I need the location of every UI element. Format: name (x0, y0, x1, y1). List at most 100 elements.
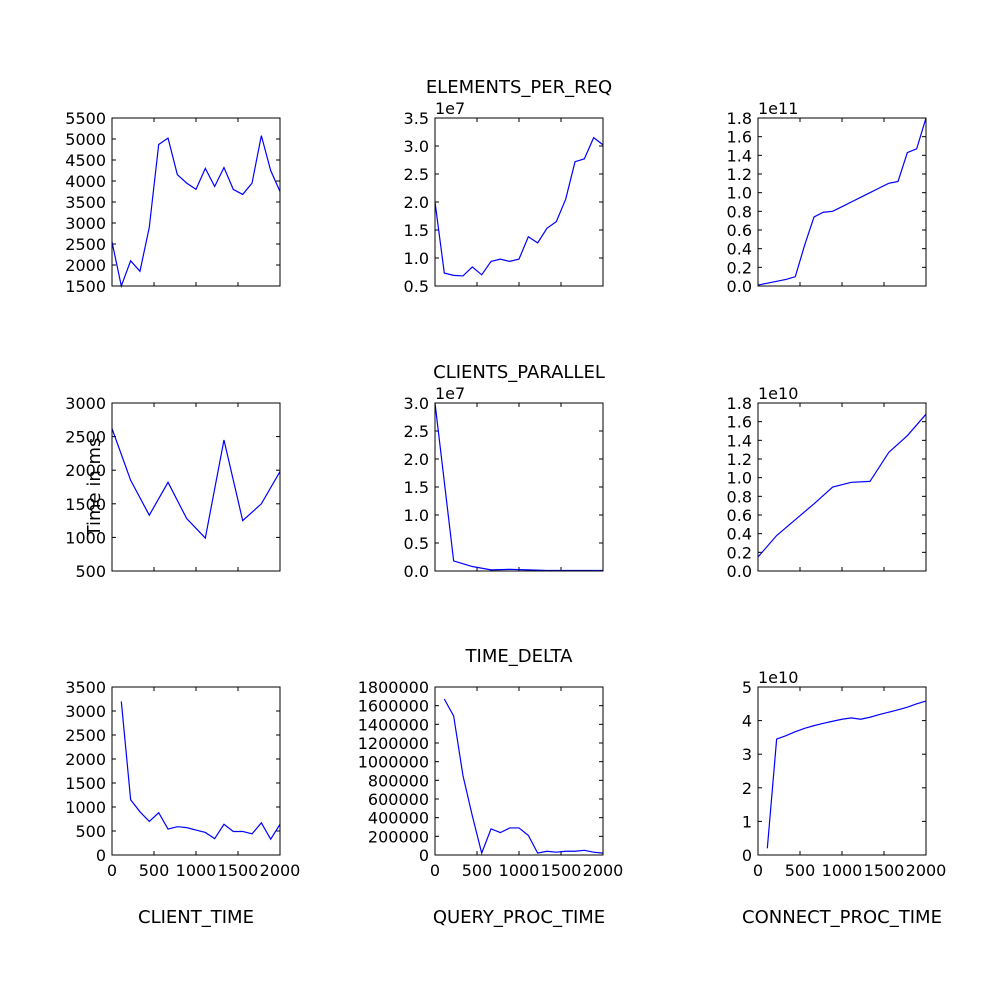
y-tick-label: 1.6 (727, 128, 752, 147)
y-tick-label: 1.6 (727, 413, 752, 432)
y-tick-label: 2000 (65, 461, 106, 480)
y-tick-label: 1.8 (727, 394, 752, 413)
y-tick-label: 0.8 (727, 202, 752, 221)
y-tick-label: 1000000 (358, 753, 429, 772)
x-tick-label: 1000 (499, 861, 540, 880)
y-tick-label: 1500 (65, 774, 106, 793)
y-tick-label: 500 (75, 822, 106, 841)
y-tick-label: 3000 (65, 702, 106, 721)
offset-text: 1e7 (435, 384, 465, 403)
y-tick-label: 1.8 (727, 109, 752, 128)
y-tick-label: 0.4 (727, 525, 752, 544)
y-tick-label: 600000 (368, 790, 429, 809)
axes-frame (111, 117, 281, 287)
y-tick-label: 0 (419, 846, 429, 865)
axes-frame (757, 117, 927, 287)
y-tick-label: 2 (742, 779, 752, 798)
y-tick-label: 1400000 (358, 715, 429, 734)
data-line (757, 117, 927, 286)
y-tick-label: 1800000 (358, 678, 429, 697)
y-tick-label: 3 (742, 745, 752, 764)
x-tick-label: 2000 (260, 861, 301, 880)
y-tick-label: 2500 (65, 428, 106, 447)
y-tick-label: 2500 (65, 726, 106, 745)
y-tick-label: 0.0 (727, 562, 752, 581)
data-line (443, 698, 604, 856)
data-line (120, 701, 281, 841)
x-tick-label: 1000 (822, 861, 863, 880)
x-axis-label: CLIENT_TIME (138, 907, 254, 928)
x-tick-label: 500 (462, 861, 493, 880)
y-tick-label: 0.5 (404, 534, 429, 553)
chart-title: ELEMENTS_PER_REQ (426, 77, 612, 98)
data-line (111, 428, 281, 540)
y-tick-label: 0.6 (727, 221, 752, 240)
x-tick-label: 2000 (583, 861, 624, 880)
y-tick-label: 1500 (65, 277, 106, 296)
x-tick-label: 0 (753, 861, 763, 880)
y-tick-label: 3000 (65, 394, 106, 413)
y-tick-label: 2.0 (404, 450, 429, 469)
chart-title: TIME_DELTA (465, 646, 574, 667)
y-tick-label: 4500 (65, 151, 106, 170)
y-tick-label: 1.4 (727, 146, 752, 165)
y-tick-label: 0.0 (727, 277, 752, 296)
y-tick-label: 1.0 (404, 506, 429, 525)
y-axis-label: Time in ms (84, 438, 105, 538)
data-line (766, 700, 927, 849)
y-tick-label: 1.2 (727, 165, 752, 184)
offset-text: 1e11 (758, 99, 798, 118)
y-tick-label: 1.2 (727, 450, 752, 469)
data-line (757, 413, 927, 558)
x-tick-label: 1500 (864, 861, 905, 880)
y-tick-label: 4000 (65, 172, 106, 191)
y-tick-label: 1500 (65, 495, 106, 514)
offset-text: 1e10 (758, 384, 798, 403)
y-tick-label: 5000 (65, 130, 106, 149)
y-tick-label: 0.5 (404, 277, 429, 296)
y-tick-label: 0.0 (404, 562, 429, 581)
y-tick-label: 1.0 (727, 184, 752, 203)
axes-frame (434, 402, 604, 572)
y-tick-label: 2000 (65, 750, 106, 769)
y-tick-label: 3500 (65, 193, 106, 212)
x-axis-label: QUERY_PROC_TIME (433, 907, 605, 928)
y-tick-label: 3.0 (404, 394, 429, 413)
offset-text: 1e7 (435, 99, 465, 118)
y-tick-label: 0 (96, 846, 106, 865)
y-tick-label: 1 (742, 812, 752, 831)
y-tick-label: 0 (742, 846, 752, 865)
x-tick-label: 500 (785, 861, 816, 880)
y-tick-label: 1.5 (404, 478, 429, 497)
x-tick-label: 0 (430, 861, 440, 880)
data-line (111, 135, 281, 289)
y-tick-label: 5 (742, 678, 752, 697)
axes-frame (111, 686, 281, 856)
y-tick-label: 0.6 (727, 506, 752, 525)
axes-frame (757, 402, 927, 572)
x-tick-label: 1500 (541, 861, 582, 880)
chart-title: CLIENTS_PARALLEL (433, 362, 605, 383)
y-tick-label: 0.8 (727, 487, 752, 506)
y-tick-label: 2000 (65, 256, 106, 275)
y-tick-label: 0.4 (727, 240, 752, 259)
x-tick-label: 1000 (176, 861, 217, 880)
x-tick-label: 2000 (906, 861, 947, 880)
y-tick-label: 400000 (368, 809, 429, 828)
y-tick-label: 0.2 (727, 543, 752, 562)
y-tick-label: 1000 (65, 798, 106, 817)
y-tick-label: 2.5 (404, 165, 429, 184)
y-tick-label: 3000 (65, 214, 106, 233)
y-tick-label: 2.5 (404, 422, 429, 441)
x-axis-label: CONNECT_PROC_TIME (742, 907, 942, 928)
y-tick-label: 2500 (65, 235, 106, 254)
x-tick-label: 500 (139, 861, 170, 880)
data-line (434, 402, 603, 572)
y-tick-label: 2.0 (404, 193, 429, 212)
y-tick-label: 200000 (368, 827, 429, 846)
y-tick-label: 0.2 (727, 258, 752, 277)
y-tick-label: 1.0 (727, 469, 752, 488)
axes-frame (434, 117, 604, 287)
y-tick-label: 4 (742, 712, 752, 731)
